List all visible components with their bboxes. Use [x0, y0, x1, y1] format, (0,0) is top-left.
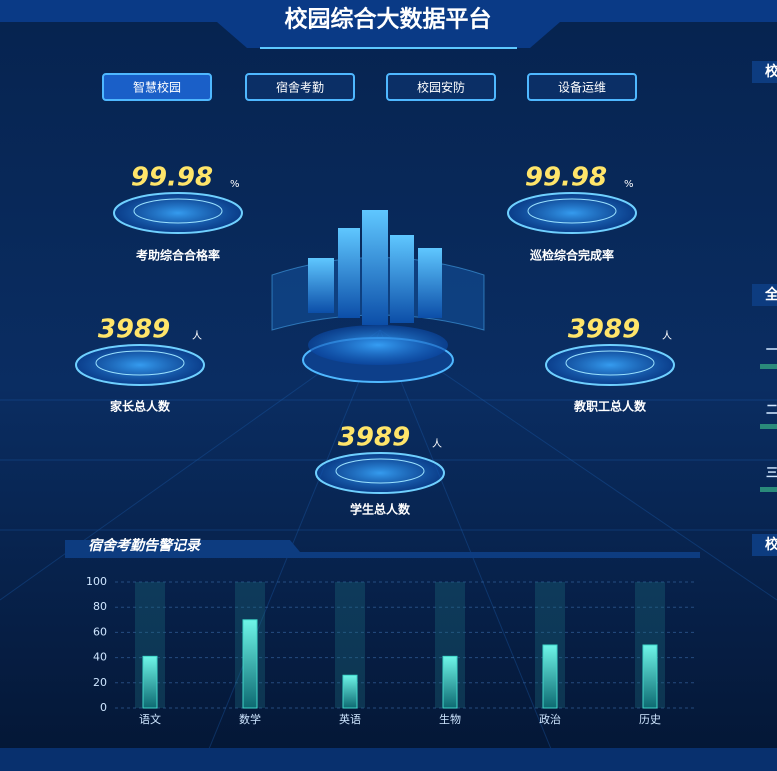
- nav-tab[interactable]: [102, 73, 212, 101]
- y-tick-label: 80: [93, 600, 107, 613]
- bar: [142, 655, 158, 709]
- chart-title: 宿舍考勤告警记录: [88, 537, 202, 554]
- stat-unit: %: [624, 179, 634, 190]
- stat-unit: 人: [192, 330, 202, 342]
- side-panel-header: [752, 61, 777, 83]
- stat-platform-ring: [335, 458, 425, 484]
- bar: [542, 644, 558, 709]
- stat-value: 99.98: [525, 163, 607, 193]
- nav-tab[interactable]: [245, 73, 355, 101]
- stat-platform-ring: [527, 198, 617, 224]
- bar: [642, 644, 658, 709]
- stat-label: 巡检综合完成率: [530, 248, 614, 263]
- header-bar: [0, 0, 777, 48]
- side-row-label: 二: [766, 403, 777, 417]
- nav-tab-label: 设备运维: [558, 81, 606, 95]
- x-tick-label: 数学: [239, 712, 261, 726]
- side-panel-title: 全: [764, 286, 777, 303]
- nav-tab[interactable]: [527, 73, 637, 101]
- stat-unit: 人: [662, 330, 672, 342]
- side-row-bar: [760, 424, 777, 429]
- nav-tab-label: 智慧校园: [133, 80, 181, 95]
- x-tick-label: 英语: [339, 712, 361, 726]
- x-tick-label: 政治: [539, 712, 561, 726]
- stat-platform-ring: [565, 350, 655, 376]
- nav-tab[interactable]: [386, 73, 496, 101]
- side-row-bar: [760, 364, 777, 369]
- stat-platform-ring: [133, 198, 223, 224]
- stat-platform-ring: [95, 350, 185, 376]
- y-tick-label: 0: [100, 701, 107, 714]
- y-tick-label: 20: [93, 676, 107, 689]
- footer-bar: [0, 748, 777, 771]
- bar: [442, 655, 458, 709]
- stat-label: 教职工总人数: [573, 399, 647, 414]
- y-tick-label: 100: [86, 575, 107, 588]
- stat-value: 3989: [98, 315, 170, 345]
- side-row-bar: [760, 487, 777, 492]
- stat-value: 3989: [568, 315, 640, 345]
- x-tick-label: 历史: [639, 713, 661, 726]
- center-model: [271, 210, 485, 383]
- side-row-label: 一: [766, 343, 777, 357]
- bar: [342, 674, 358, 709]
- side-panel-title: 校: [765, 63, 777, 80]
- page-title: 校园综合大数据平台: [285, 6, 492, 33]
- y-tick-label: 60: [93, 625, 107, 638]
- nav-tab-label: 校园安防: [417, 80, 465, 95]
- stat-value: 3989: [338, 423, 410, 453]
- x-tick-label: 生物: [439, 712, 461, 726]
- nav-tab-label: 宿舍考勤: [276, 80, 324, 95]
- stat-label: 学生总人数: [350, 502, 411, 517]
- bar: [242, 619, 258, 709]
- side-panel-header: [752, 534, 777, 556]
- stat-label: 考助综合合格率: [136, 248, 220, 263]
- side-row-label: 三: [766, 466, 777, 480]
- stat-value: 99.98: [131, 163, 213, 193]
- side-panel-header: [752, 284, 777, 306]
- chart-title-bar: [65, 540, 700, 558]
- y-tick-label: 40: [93, 651, 107, 664]
- stat-unit: 人: [432, 438, 442, 450]
- stat-unit: %: [230, 179, 240, 190]
- side-panel-title: 校: [765, 536, 777, 553]
- stat-label: 家长总人数: [110, 399, 171, 414]
- x-tick-label: 语文: [139, 712, 161, 726]
